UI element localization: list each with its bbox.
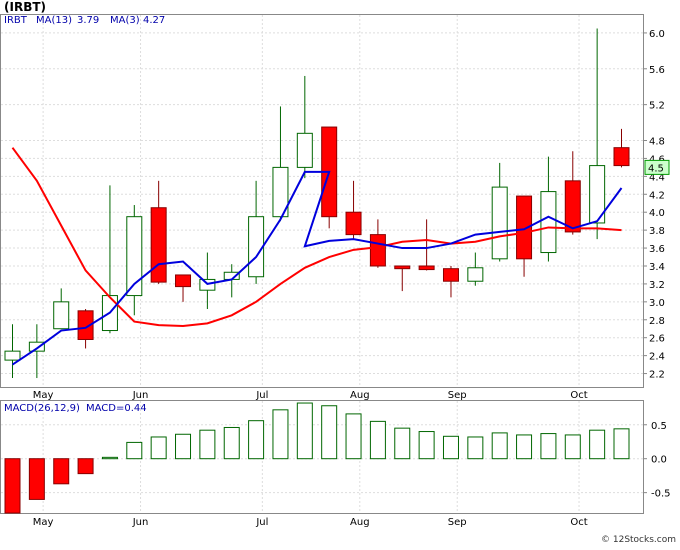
price-tick-label: 4.8	[649, 136, 665, 147]
macd-bar-negative	[53, 458, 70, 485]
candle-up	[28, 341, 45, 352]
price-x-label: Aug	[350, 390, 370, 401]
macd-bar-positive	[540, 433, 557, 460]
macd-bar-positive	[516, 434, 533, 460]
macd-bar-negative	[28, 458, 45, 500]
macd-bar-positive	[345, 413, 362, 460]
candle-up	[296, 132, 313, 168]
price-x-label: Sep	[448, 390, 467, 401]
macd-bar-positive	[369, 420, 386, 460]
candle-up	[589, 165, 606, 224]
macd-tick-label: -0.5	[651, 489, 671, 500]
candle-up	[126, 216, 143, 297]
price-tick-label: 3.2	[649, 280, 665, 291]
candle-up	[467, 267, 484, 282]
candle-up	[540, 191, 557, 254]
macd-tick-label: 0.5	[651, 421, 667, 432]
last-price-box	[644, 159, 670, 175]
candle-down	[613, 147, 630, 167]
candle-down	[77, 310, 94, 340]
macd-bar-positive	[442, 435, 459, 460]
legend-ticker: IRBT	[4, 15, 28, 26]
candle-up	[248, 216, 265, 278]
macd-bar-positive	[272, 409, 289, 460]
macd-x-label: Jul	[255, 517, 268, 528]
macd-bar-positive	[564, 434, 581, 460]
macd-bar-positive	[126, 441, 143, 460]
macd-bar-negative	[77, 458, 94, 475]
price-tick-label: 2.4	[649, 352, 665, 363]
ma13-line	[11, 147, 622, 328]
macd-x-label: Jun	[132, 517, 149, 528]
price-tick-label: 3.0	[649, 298, 665, 309]
price-tick-label: 4.0	[649, 208, 665, 219]
macd-bar-positive	[394, 427, 411, 460]
price-x-label: Jul	[255, 390, 268, 401]
price-x-label: Oct	[570, 390, 587, 401]
macd-bar-positive	[491, 432, 508, 460]
candle-down	[175, 274, 192, 288]
candle-down	[394, 265, 411, 270]
macd-x-label: May	[33, 517, 54, 528]
macd-bar-positive	[150, 436, 167, 460]
price-tick-label: 4.2	[649, 190, 665, 201]
macd-bar-positive	[175, 433, 192, 460]
price-x-label: Jun	[132, 390, 149, 401]
last-price-label: 4.5	[648, 163, 664, 174]
candle-down	[345, 211, 362, 236]
legend-ma13-value: 3.79	[77, 15, 99, 26]
price-tick-label: 2.6	[649, 334, 665, 345]
macd-legend-value: MACD=0.44	[86, 403, 147, 414]
macd-bar-positive	[467, 436, 484, 460]
price-tick-label: 3.8	[649, 226, 665, 237]
macd-bar-positive	[199, 429, 216, 460]
price-x-label: May	[33, 390, 54, 401]
macd-x-label: Aug	[350, 517, 370, 528]
price-tick-label: 5.2	[649, 101, 665, 112]
candle-up	[53, 301, 70, 330]
macd-bar-positive	[248, 420, 265, 460]
macd-bar-positive	[613, 428, 630, 460]
macd-x-label: Oct	[570, 517, 587, 528]
macd-bar-positive	[589, 429, 606, 460]
candle-down	[564, 180, 581, 233]
candle-down	[516, 195, 533, 260]
price-tick-label: 4.4	[649, 172, 665, 183]
macd-bar-positive	[418, 431, 435, 460]
macd-legend-label: MACD(26,12,9)	[4, 403, 80, 414]
chart-title: (IRBT)	[4, 0, 47, 14]
macd-tick-label: 0.0	[651, 455, 667, 466]
price-tick-label: 5.6	[649, 65, 665, 76]
candle-up	[491, 186, 508, 260]
price-tick-label: 6.0	[649, 29, 665, 40]
ma3-line	[11, 170, 623, 366]
macd-bar-positive	[296, 402, 313, 460]
price-tick-label: 2.2	[649, 370, 665, 381]
price-tick-label: 2.8	[649, 316, 665, 327]
candle-down	[442, 268, 459, 282]
legend-ma3-value: 4.27	[143, 15, 165, 26]
macd-bar-positive	[101, 456, 118, 460]
macd-x-label: Sep	[448, 517, 467, 528]
legend-ma3-label: MA(3)	[110, 15, 140, 26]
copyright-text: © 12Stocks.com	[601, 535, 676, 545]
macd-bar-negative	[4, 458, 21, 514]
candle-down	[369, 234, 386, 267]
macd-bar-positive	[321, 405, 338, 460]
candle-up	[272, 166, 289, 218]
macd-bar-positive	[223, 426, 240, 460]
candle-up	[4, 350, 21, 361]
legend-ma13-label: MA(13)	[36, 15, 72, 26]
candle-down	[150, 207, 167, 283]
candle-down	[418, 265, 435, 271]
price-tick-label: 3.4	[649, 262, 665, 273]
price-tick-label: 3.6	[649, 244, 665, 255]
